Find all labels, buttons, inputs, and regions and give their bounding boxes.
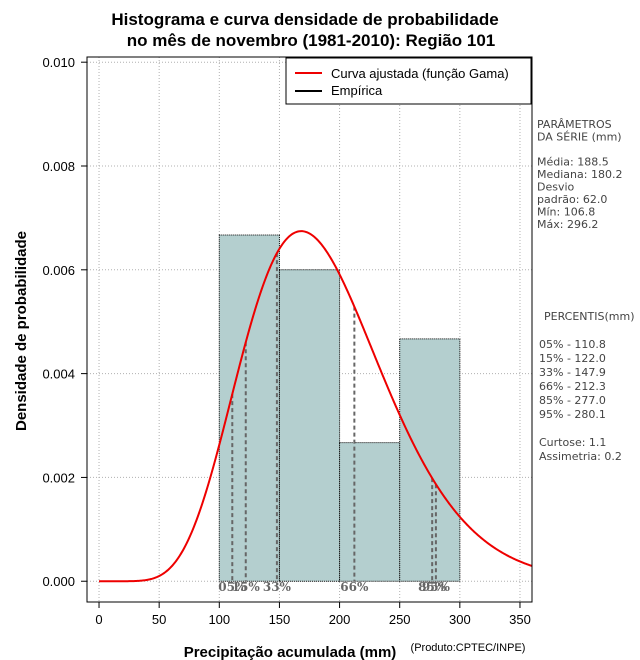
legend-curve-label: Curva ajustada (função Gama) [331, 66, 509, 81]
y-tick-label: 0.004 [42, 367, 75, 382]
percentile-label-2: 33% [263, 580, 292, 594]
percentile-label-0: 05% [218, 580, 247, 594]
stats-percentile-line: 15% - 122.0 [539, 352, 606, 365]
stats-percentile-line: 95% - 280.1 [539, 408, 606, 421]
legend: Curva ajustada (função Gama) Empírica [285, 57, 532, 105]
x-tick-label: 0 [95, 612, 102, 627]
y-tick-label: 0.010 [42, 55, 75, 70]
axes: 0 50 100 150 200 250 300 350 0.000 0.002 0.004 0.00… [42, 55, 530, 627]
stats-percentile-line: 66% - 212.3 [539, 380, 606, 393]
stats-param-line: Média: 188.5 [537, 156, 609, 169]
legend-empirical-label: Empírica [331, 83, 383, 98]
x-tick-label: 300 [449, 612, 471, 627]
stats-param-line: padrão: 62.0 [537, 193, 607, 206]
gamma-curve-layer [99, 230, 533, 583]
stats-percentile-line: Curtose: 1.1 [539, 436, 606, 449]
percentile-label-1: 15% [232, 580, 261, 594]
stats-percentile-line: 33% - 147.9 [539, 366, 606, 379]
percentile-label-4: 85% [418, 580, 447, 594]
x-tick-label: 200 [329, 612, 351, 627]
histogram-bars [218, 234, 461, 582]
histogram-bar-2 [339, 442, 401, 582]
stats-percentile-line: 85% - 277.0 [539, 394, 606, 407]
chart-title-line2: no mês de novembro (1981-2010): Região 1… [127, 31, 495, 50]
percentile-lines: 05%15% 33% 66% 85%95% [218, 253, 451, 594]
series-parameters-panel: PARÂMETROS DA SÉRIE (mm) Média: 188.5Medi… [537, 118, 622, 231]
product-credit: (Produto:CPTEC/INPE) [411, 642, 526, 654]
percentile-label-5: 95% [422, 580, 451, 594]
stats-param-line: Mín: 106.8 [537, 206, 595, 219]
stats-param-line: PARÂMETROS [537, 118, 612, 131]
y-axis-label: Densidade de probabilidade [13, 231, 30, 431]
chart-title-line1: Histograma e curva densidade de probabil… [111, 10, 498, 29]
percentiles-panel: PERCENTIS(mm) 05% - 110.815% - 122.033% -… [539, 310, 635, 463]
stats-percentile-line: 05% - 110.8 [539, 338, 606, 351]
x-axis-label: Precipitação acumulada (mm) [184, 644, 397, 660]
y-tick-label: 0.006 [42, 263, 75, 278]
stats-param-line: Desvio [537, 181, 575, 194]
x-tick-label: 100 [208, 612, 230, 627]
stats-percentile-line: PERCENTIS(mm) [544, 310, 635, 323]
x-tick-label: 250 [389, 612, 411, 627]
y-tick-label: 0.008 [42, 159, 75, 174]
percentile-label-3: 66% [340, 580, 369, 594]
histogram-bar-1 [278, 269, 341, 582]
legend-box [285, 57, 532, 105]
y-tick-label: 0.002 [42, 470, 75, 485]
y-tick-label: 0.000 [42, 574, 75, 589]
gamma-curve [99, 230, 533, 583]
stats-percentile-line: Assimetria: 0.2 [539, 450, 622, 463]
plot-frame [86, 56, 533, 603]
histogram-bar-3 [399, 338, 461, 582]
stats-param-line: Máx: 296.2 [537, 218, 598, 231]
x-tick-label: 350 [509, 612, 531, 627]
x-tick-label: 50 [152, 612, 166, 627]
stats-param-line: DA SÉRIE (mm) [537, 131, 622, 144]
stats-param-line: Mediana: 180.2 [537, 168, 622, 181]
x-tick-label: 150 [269, 612, 291, 627]
